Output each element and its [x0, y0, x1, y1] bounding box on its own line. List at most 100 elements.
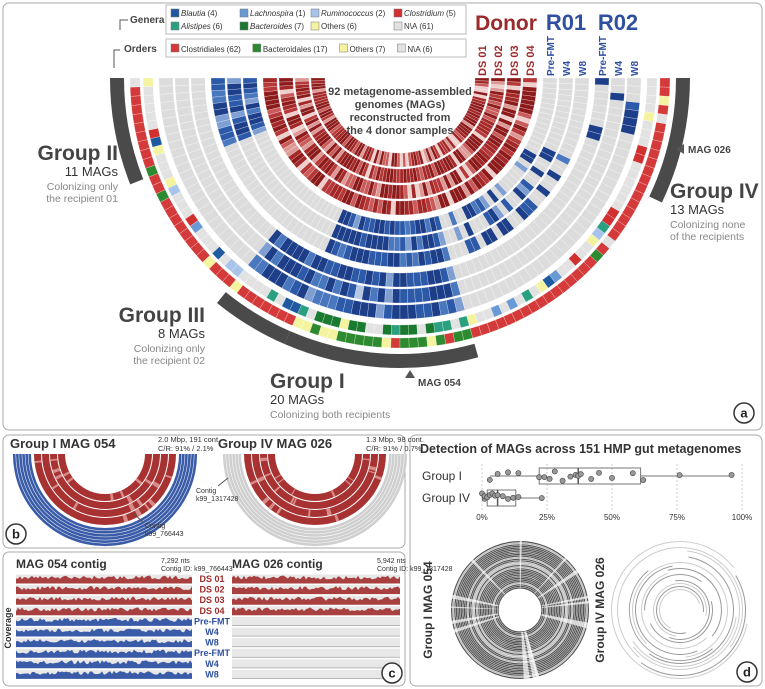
ring-segment	[207, 214, 225, 231]
ring-segment	[549, 284, 564, 299]
ring-segment	[150, 136, 163, 148]
ring-segment	[353, 334, 365, 346]
ring-segment	[221, 179, 238, 193]
mini-ring-streak	[128, 495, 133, 502]
ring-segment	[531, 188, 547, 203]
ring-segment	[178, 113, 194, 124]
ring-segment	[585, 233, 600, 248]
ring-segment	[274, 271, 289, 289]
ring-segment	[615, 191, 629, 205]
data-point	[541, 474, 548, 481]
ring-segment	[522, 224, 538, 241]
ring-segment	[362, 216, 372, 232]
ring-segment	[135, 130, 148, 143]
ring-segment	[255, 165, 271, 178]
mini-ring-streak	[262, 496, 270, 505]
ring-segment	[524, 143, 540, 156]
ring-segment	[467, 178, 480, 193]
ring-segment	[229, 104, 245, 114]
coverage-band	[232, 616, 400, 626]
ring-segment	[189, 220, 204, 234]
ring-segment	[229, 279, 244, 294]
row-label: W8	[205, 638, 219, 648]
mini-ring-streak	[362, 458, 370, 461]
ring-segment	[336, 263, 348, 280]
ring-segment	[183, 134, 200, 147]
ring-segment	[241, 141, 257, 153]
ring-segment	[657, 104, 669, 115]
ring-segment	[284, 110, 300, 119]
ring-segment	[364, 163, 373, 179]
ring-segment	[266, 106, 282, 116]
group-label: Group I	[422, 469, 462, 483]
ring-segment	[328, 182, 340, 198]
ring-segment	[265, 102, 281, 111]
mini-ring-streak	[51, 483, 59, 490]
ring-segment	[435, 247, 445, 264]
ring-segment	[357, 215, 367, 231]
sample-label: W4	[614, 61, 625, 76]
ring-segment	[519, 152, 535, 165]
ring-segment	[574, 77, 590, 85]
ring-segment	[458, 123, 472, 135]
ring-segment	[562, 179, 579, 193]
ring-segment	[337, 208, 348, 225]
ring-segment	[235, 243, 251, 260]
ring-segment	[314, 153, 328, 167]
ring-segment	[562, 258, 576, 272]
mini-ring	[42, 454, 168, 517]
ring-segment	[558, 88, 573, 96]
ring-segment	[243, 146, 259, 158]
ring-segment	[552, 158, 568, 171]
ring-segment	[320, 158, 333, 173]
ring-segment	[190, 241, 205, 256]
ring-segment	[285, 145, 300, 158]
panel-title: Detection of MAGs across 151 HMP gut met…	[420, 442, 741, 456]
ring-segment	[191, 97, 207, 107]
ring-segment	[185, 182, 203, 197]
ring-segment	[184, 213, 199, 227]
ring-segment	[385, 200, 392, 215]
row-label: W8	[205, 669, 219, 679]
ring-segment	[363, 335, 374, 347]
ring-segment	[601, 213, 616, 227]
ring-segment	[200, 136, 217, 149]
ring-segment	[440, 139, 452, 153]
ring-segment	[355, 247, 365, 264]
ring-segment	[293, 155, 308, 169]
ring-segment	[519, 178, 535, 192]
ring-segment	[463, 276, 476, 293]
mag-label: MAG 026	[688, 145, 731, 156]
ring-segment	[610, 85, 625, 94]
ring-segment	[333, 167, 345, 182]
ring-segment	[361, 145, 371, 160]
ring-segment	[497, 279, 512, 296]
ring-segment	[214, 113, 231, 123]
ring-segment	[571, 107, 587, 117]
ring-segment	[317, 274, 330, 291]
ring-segment	[659, 86, 670, 97]
mini-ring-streak	[54, 473, 63, 480]
ring-segment	[521, 245, 537, 262]
legend-swatch	[239, 8, 249, 18]
ring-segment	[339, 132, 351, 146]
ring-segment	[447, 244, 458, 261]
ring-segment	[278, 77, 294, 83]
mini-ring-streak	[144, 478, 153, 485]
ring-segment	[468, 291, 481, 308]
ring-segment	[447, 227, 459, 244]
ring-segment	[263, 86, 278, 93]
mini-ring-streak	[119, 490, 125, 498]
ring-segment	[175, 161, 192, 175]
ring-segment	[542, 173, 559, 188]
ring-segment	[432, 232, 442, 248]
ring-segment	[619, 183, 633, 197]
ring-segment	[381, 337, 392, 348]
ring-segment	[217, 125, 234, 136]
ring-segment	[606, 227, 621, 242]
ring-segment	[421, 286, 431, 302]
ring-segment	[535, 279, 549, 294]
ring-segment	[358, 195, 367, 211]
ring-segment	[291, 244, 305, 261]
ring-segment	[482, 142, 497, 155]
